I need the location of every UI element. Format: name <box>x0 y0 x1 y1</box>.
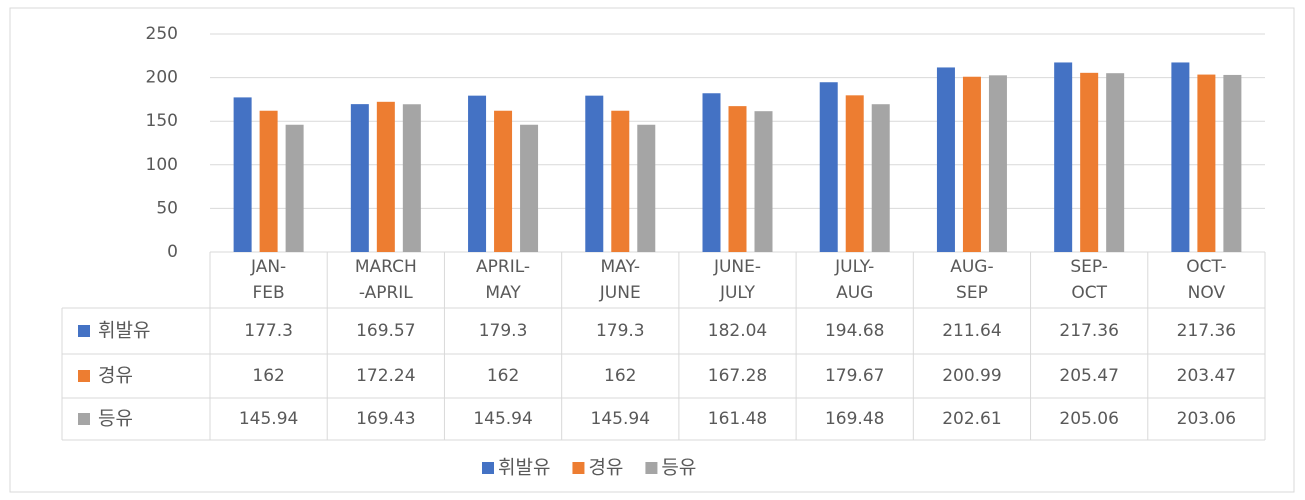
bar <box>585 95 604 253</box>
table-value: 179.3 <box>596 321 645 341</box>
legend-label: 휘발유 <box>498 457 550 479</box>
table-value: 194.68 <box>825 321 884 341</box>
table-value: 202.61 <box>942 409 1001 429</box>
legend-swatch <box>645 462 658 474</box>
table-value: 182.04 <box>708 321 767 341</box>
x-tick-label-box: JAN- FEB <box>251 257 287 303</box>
table-value: 145.94 <box>473 409 532 429</box>
bar <box>1223 74 1242 253</box>
table-value: 169.57 <box>356 321 415 341</box>
x-tick-label-box: JUNE- JULY <box>713 257 762 303</box>
legend-label: 경유 <box>588 457 623 479</box>
x-tick-label-box: MAY- JUNE <box>599 257 641 303</box>
legend-swatch <box>572 462 585 474</box>
bar <box>233 97 252 252</box>
x-tick-label: MAY- JUNE <box>599 257 641 303</box>
x-tick-label: SEP- OCT <box>1070 257 1108 303</box>
table-series-label: 휘발유 <box>98 320 150 342</box>
x-tick-label: APRIL- MAY <box>476 257 531 303</box>
bar <box>285 124 304 252</box>
table-value: 162 <box>252 366 284 386</box>
bar <box>845 95 864 252</box>
x-tick-label-box: OCT- NOV <box>1186 257 1227 303</box>
bar <box>259 110 278 253</box>
table-value: 205.47 <box>1059 366 1118 386</box>
table-value: 205.06 <box>1059 409 1118 429</box>
bar <box>494 110 513 253</box>
bar <box>520 124 539 252</box>
table-value: 162 <box>604 366 636 386</box>
table-value: 179.3 <box>479 321 528 341</box>
bar <box>728 106 747 253</box>
table-value: 200.99 <box>942 366 1001 386</box>
table-legend-swatch <box>78 325 90 337</box>
bar <box>754 111 773 252</box>
y-tick-label: 0 <box>167 242 178 262</box>
table-value: 179.67 <box>825 366 884 386</box>
x-tick-label-box: JULY- AUG <box>835 257 875 303</box>
bar <box>871 104 890 252</box>
table-value: 169.48 <box>825 409 884 429</box>
bar <box>819 82 838 252</box>
bar <box>376 101 395 252</box>
bar <box>611 110 630 253</box>
y-tick-label: 50 <box>156 198 178 218</box>
table-value: 162 <box>487 366 519 386</box>
legend-swatch <box>482 462 494 474</box>
x-tick-label: JUNE- JULY <box>713 257 762 303</box>
bar <box>402 104 421 252</box>
table-series-label: 경유 <box>98 365 133 387</box>
bar <box>1197 74 1216 252</box>
table-value: 203.47 <box>1177 366 1236 386</box>
bar <box>962 76 981 252</box>
table-value: 167.28 <box>708 366 767 386</box>
table-legend-swatch <box>78 370 90 382</box>
bar <box>1106 73 1125 252</box>
bar <box>1171 62 1190 252</box>
table-value: 145.94 <box>591 409 650 429</box>
table-value: 177.3 <box>244 321 293 341</box>
y-tick-label: 100 <box>146 155 178 175</box>
y-tick-label: 150 <box>146 111 178 131</box>
bar <box>702 93 721 252</box>
table-value: 161.48 <box>708 409 767 429</box>
x-tick-label: AUG- SEP <box>950 257 994 303</box>
x-tick-label: MARCH -APRIL <box>354 257 417 303</box>
table-legend-swatch <box>78 413 90 425</box>
table-value: 203.06 <box>1177 409 1236 429</box>
table-value: 217.36 <box>1177 321 1236 341</box>
bar <box>1054 62 1073 252</box>
bar <box>988 75 1007 252</box>
bar <box>1080 72 1099 252</box>
bar <box>936 67 955 252</box>
bar <box>350 104 369 253</box>
bar <box>468 95 487 253</box>
x-tick-label-box: SEP- OCT <box>1070 257 1108 303</box>
table-series-label: 등유 <box>98 408 133 430</box>
x-tick-label-box: AUG- SEP <box>950 257 994 303</box>
table-value: 169.43 <box>356 409 415 429</box>
x-tick-label: JULY- AUG <box>835 257 875 303</box>
x-tick-label: JAN- FEB <box>251 257 287 303</box>
y-tick-label: 250 <box>146 24 178 44</box>
x-tick-label: OCT- NOV <box>1186 257 1227 303</box>
bar <box>637 124 656 252</box>
table-value: 145.94 <box>239 409 298 429</box>
table-value: 211.64 <box>942 321 1001 341</box>
x-tick-label-box: APRIL- MAY <box>476 257 531 303</box>
table-value: 172.24 <box>356 366 415 386</box>
table-value: 217.36 <box>1059 321 1118 341</box>
y-tick-label: 200 <box>146 68 178 88</box>
legend-label: 등유 <box>661 457 696 479</box>
x-tick-label-box: MARCH -APRIL <box>354 257 417 303</box>
